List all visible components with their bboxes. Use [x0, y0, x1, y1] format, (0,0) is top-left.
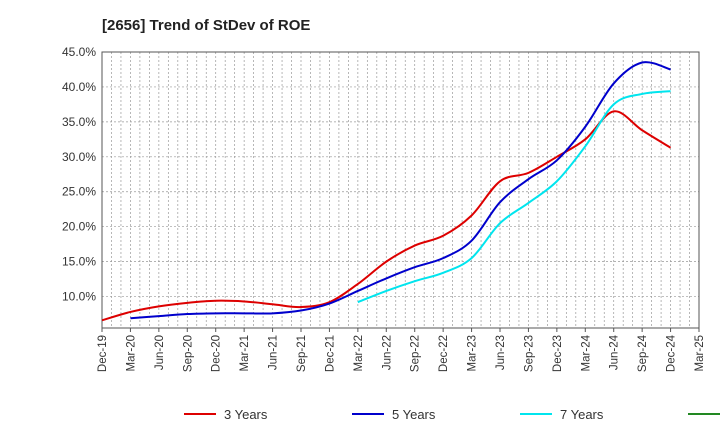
x-tick-label: Sep-21 [296, 335, 308, 372]
y-tick-label: 15.0% [62, 255, 96, 269]
x-tick-label: Mar-23 [467, 335, 479, 371]
legend-label-7-years: 7 Years [560, 407, 604, 422]
y-tick-label: 35.0% [62, 115, 96, 129]
x-tick-label: Dec-24 [666, 334, 678, 372]
x-tick-label: Jun-24 [609, 334, 621, 370]
x-tick-label: Dec-23 [552, 335, 564, 372]
x-tick-label: Jun-23 [495, 335, 507, 370]
series-lines [101, 61, 672, 322]
x-tick-label: Jun-22 [381, 335, 393, 370]
legend: 3 Years 5 Years 7 Years 10 Years [184, 407, 720, 422]
x-axis-ticks: Dec-19 Mar-20 Jun-20 Sep-20 Dec-20 Mar-21 Jun-… [97, 328, 706, 372]
x-tick-label: Mar-24 [580, 334, 592, 371]
y-tick-label: 20.0% [62, 220, 96, 234]
x-tick-label: Sep-22 [410, 335, 422, 372]
series-line-7-years [357, 90, 671, 304]
x-tick-label: Jun-21 [268, 335, 280, 370]
x-tick-label: Dec-22 [438, 335, 450, 372]
series-line-3-years [101, 110, 672, 322]
legend-item-7-years: 7 Years [520, 407, 604, 422]
x-tick-label: Dec-20 [211, 335, 223, 372]
series-line-5-years [130, 61, 671, 320]
y-tick-label: 10.0% [62, 290, 96, 304]
x-tick-label: Dec-21 [324, 335, 336, 372]
legend-item-3-years: 3 Years [184, 407, 268, 422]
plot-frame [101, 51, 700, 329]
y-axis-ticks: 10.0% 15.0% 20.0% 25.0% 30.0% 35.0% 40.0% 45.0% [62, 45, 96, 304]
legend-label-5-years: 5 Years [392, 407, 436, 422]
x-tick-label: Sep-24 [637, 334, 649, 372]
chart-title: [2656] Trend of StDev of ROE [102, 17, 310, 34]
x-tick-label: Dec-19 [97, 335, 109, 372]
legend-item-5-years: 5 Years [352, 407, 436, 422]
x-tick-label: Sep-20 [182, 335, 194, 372]
x-tick-label: Mar-25 [694, 335, 706, 371]
y-tick-label: 40.0% [62, 80, 96, 94]
y-tick-label: 30.0% [62, 150, 96, 164]
x-tick-label: Sep-23 [523, 335, 535, 372]
legend-item-10-years: 10 Years [688, 413, 720, 415]
y-tick-label: 45.0% [62, 45, 96, 59]
y-tick-label: 25.0% [62, 185, 96, 199]
grid [102, 51, 699, 328]
x-tick-label: Mar-20 [125, 335, 137, 371]
x-tick-label: Mar-21 [239, 335, 251, 371]
legend-label-3-years: 3 Years [224, 407, 268, 422]
x-tick-label: Jun-20 [154, 335, 166, 370]
x-tick-label: Mar-22 [353, 335, 365, 371]
